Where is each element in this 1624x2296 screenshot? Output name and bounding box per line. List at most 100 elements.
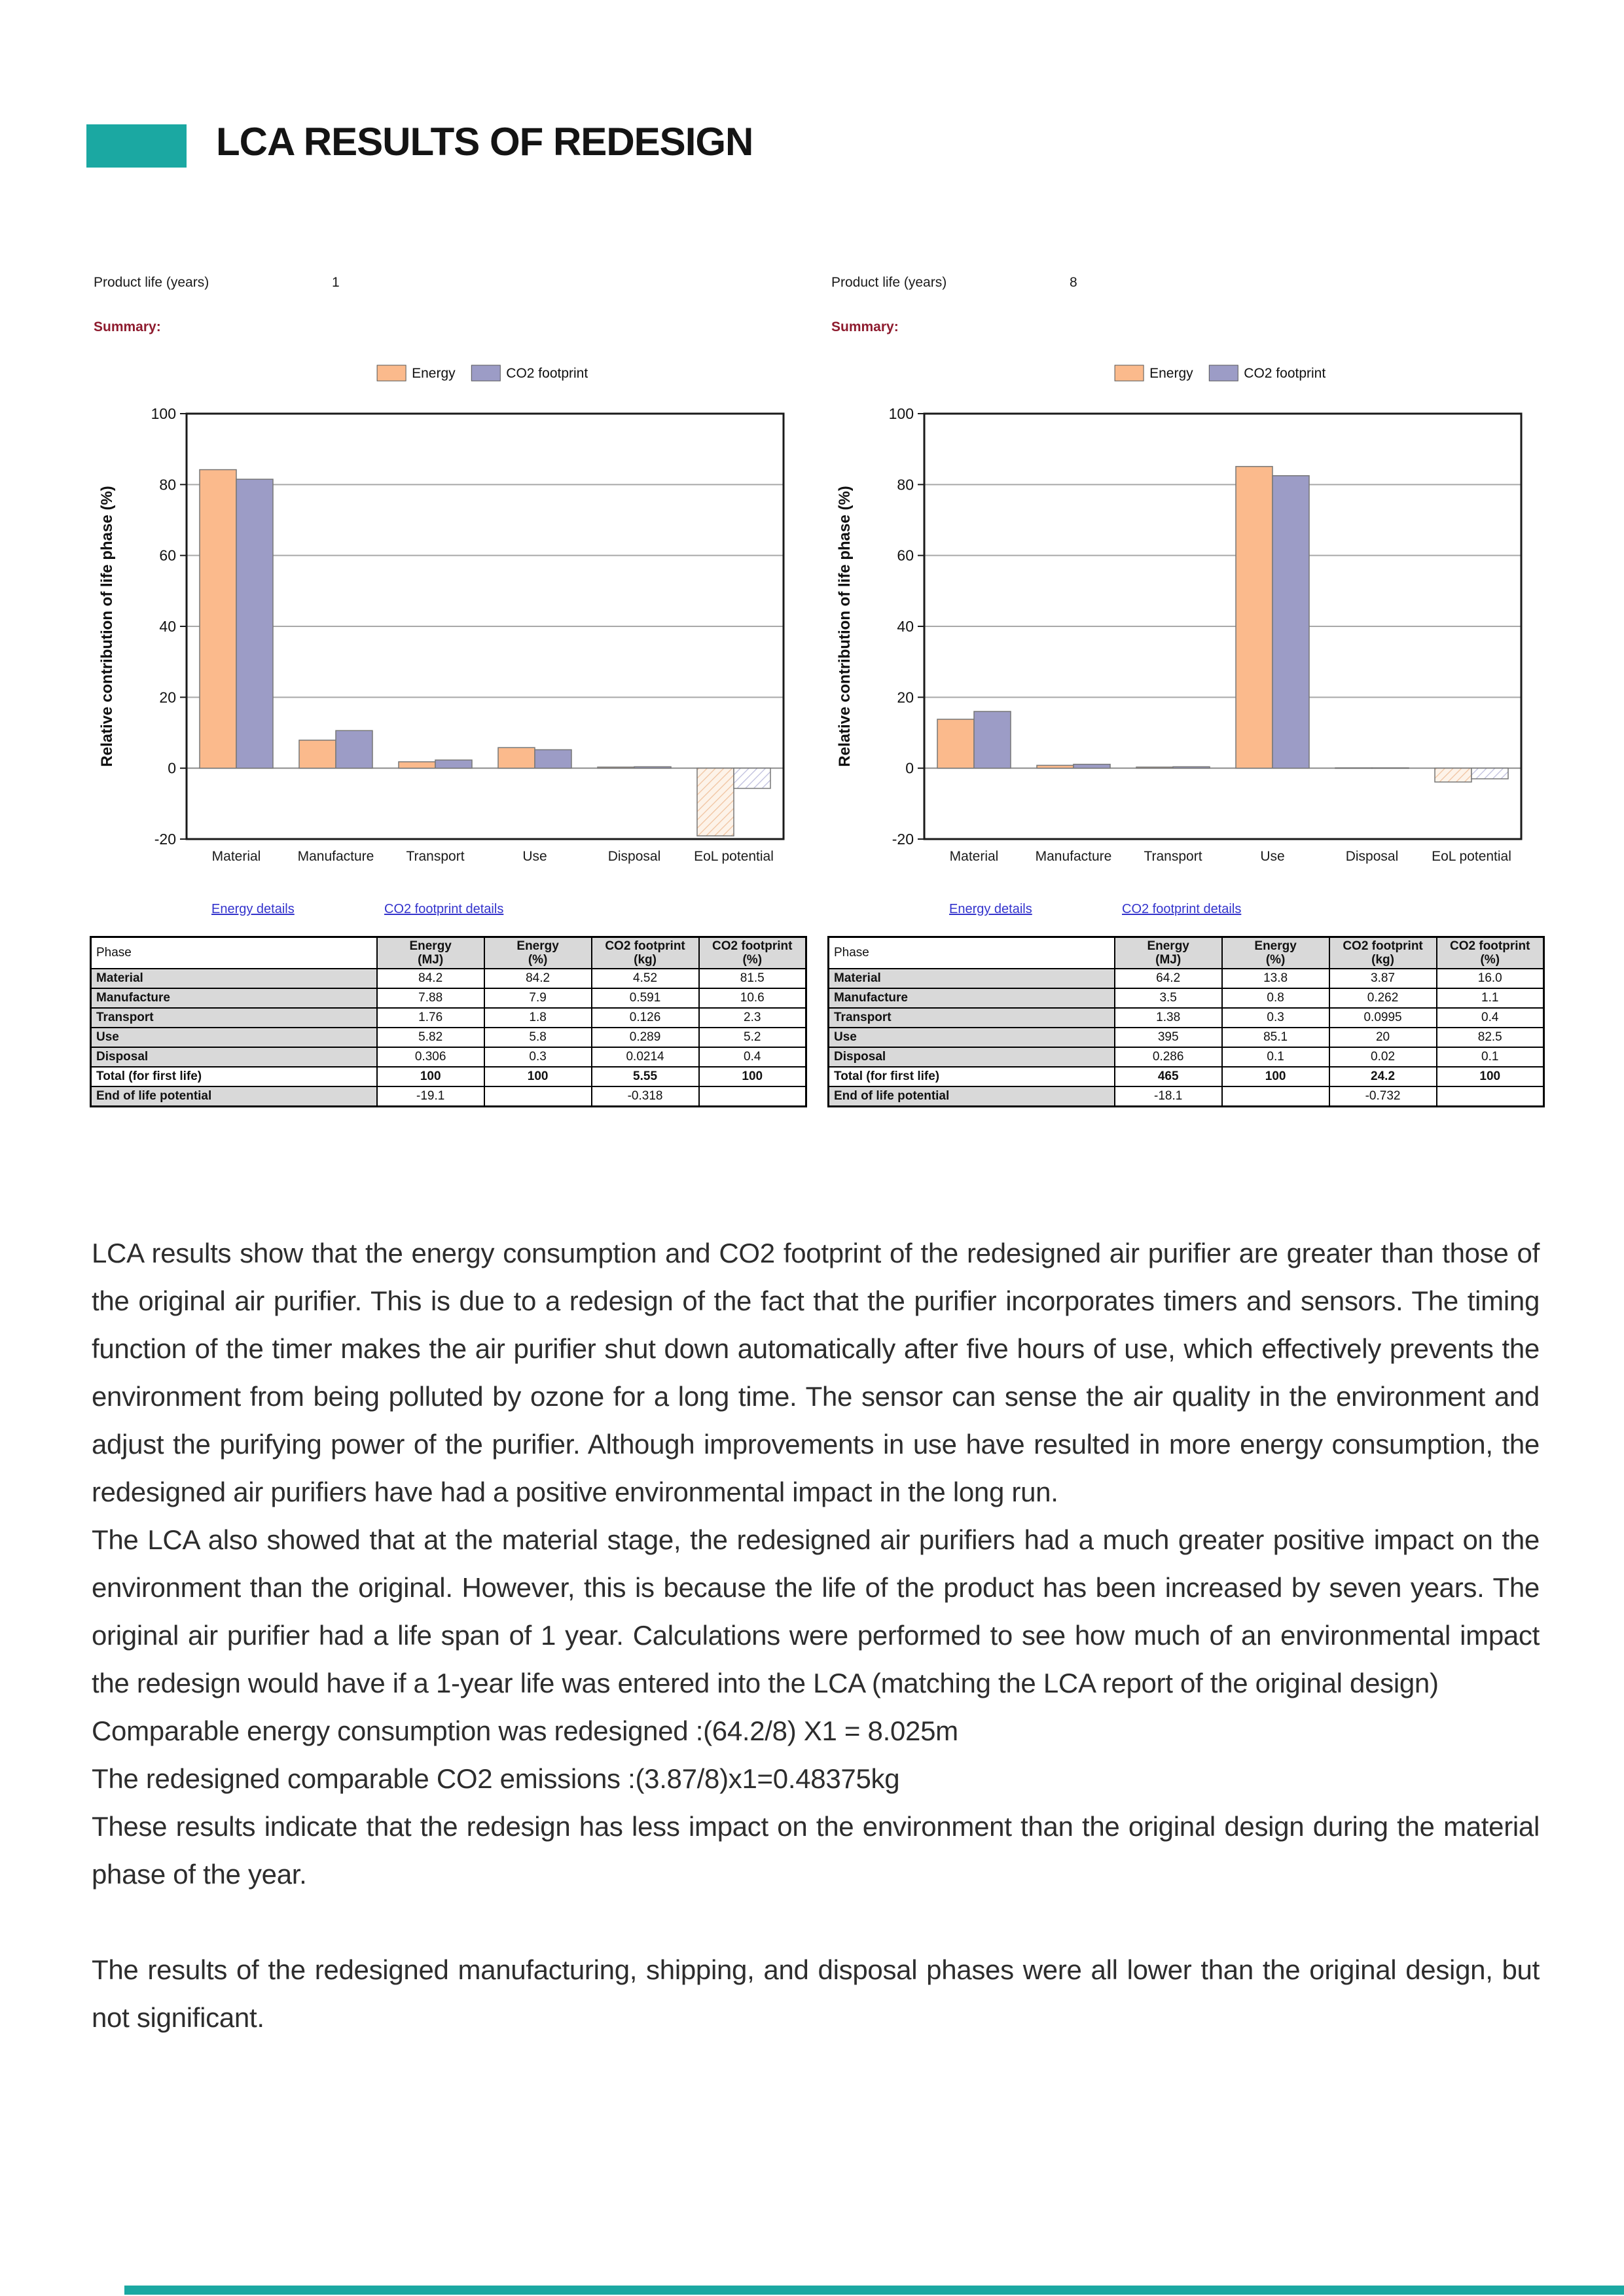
value-cell: 0.3	[483, 1047, 592, 1067]
phase-results-table: Phase Energy (MJ) Energy (%) CO2 footprint …	[90, 936, 807, 1107]
body-paragraph: These results indicate that the redesign…	[92, 1811, 1540, 1890]
bar-use-energy	[1235, 465, 1273, 769]
product-life-label: Product life (years)	[831, 275, 947, 290]
x-category-label: Material	[950, 849, 999, 864]
bar-transport-energy	[398, 761, 436, 769]
column-header: CO2 footprint (%)	[698, 936, 807, 969]
phase-results-table: Phase Energy (MJ) Energy (%) CO2 footprint …	[827, 936, 1545, 1107]
value-cell: 0.306	[376, 1047, 485, 1067]
y-tick-label: 0	[905, 760, 914, 777]
row-label: Transport	[90, 1007, 378, 1028]
y-tick-label: 0	[168, 760, 176, 777]
summary-label: Summary:	[94, 319, 161, 334]
bar-use-energy	[497, 747, 535, 769]
bar-eol-potential-co2	[733, 767, 771, 789]
phase-results-table-wrap: Phase Energy (MJ) Energy (%) CO2 footprint …	[90, 936, 807, 1107]
bar-eol-potential-energy	[1434, 767, 1472, 783]
svg-text:CO2 footprint: CO2 footprint	[506, 366, 588, 381]
body-paragraph: The redesigned comparable CO2 emissions …	[92, 1763, 900, 1794]
x-category-label: Use	[1260, 849, 1284, 864]
row-label: Total (for first life)	[90, 1066, 378, 1087]
legend-item-energy: Energy	[376, 365, 456, 382]
value-cell: 0.8	[1221, 988, 1330, 1009]
body-text: LCA results show that the energy consump…	[92, 1229, 1540, 2041]
value-cell	[1221, 1086, 1330, 1107]
value-cell: 7.9	[483, 988, 592, 1009]
x-category-label: Disposal	[608, 849, 661, 864]
value-cell: 3.87	[1328, 968, 1437, 989]
bar-material-co2	[236, 478, 274, 769]
column-header: Energy (%)	[483, 936, 592, 969]
details-links: Energy details CO2 footprint details	[826, 902, 1546, 922]
row-label: End of life potential	[90, 1086, 378, 1107]
value-cell: 84.2	[376, 968, 485, 989]
value-cell: 0.1	[1221, 1047, 1330, 1067]
value-cell: 100	[483, 1066, 592, 1087]
value-cell: 85.1	[1221, 1027, 1330, 1048]
column-header: CO2 footprint (%)	[1435, 936, 1545, 969]
row-label: Total (for first life)	[827, 1066, 1115, 1087]
value-cell: -0.732	[1328, 1086, 1437, 1107]
panel-redesign: Product life (years) 8 Summary: Energy CO…	[826, 270, 1546, 1153]
value-cell: 1.76	[376, 1007, 485, 1028]
bar-manufacture-co2	[1073, 763, 1111, 769]
x-category-label: Use	[522, 849, 547, 864]
value-cell: 10.6	[698, 988, 807, 1009]
paragraph-gap	[92, 1898, 1540, 1946]
value-cell: 3.5	[1113, 988, 1223, 1009]
row-label: Disposal	[827, 1047, 1115, 1067]
x-category-label: Disposal	[1346, 849, 1399, 864]
value-cell: 1.38	[1113, 1007, 1223, 1028]
x-category-label: Manufacture	[298, 849, 374, 864]
legend-item-energy: Energy	[1114, 365, 1193, 382]
value-cell: 1.1	[1435, 988, 1545, 1009]
bar-material-energy	[199, 469, 237, 769]
column-header: Phase	[827, 936, 1115, 969]
value-cell: 0.591	[590, 988, 700, 1009]
value-cell: 20	[1328, 1027, 1437, 1048]
y-tick-label: -20	[154, 831, 176, 848]
value-cell: 100	[698, 1066, 807, 1087]
energy-details-link[interactable]: Energy details	[211, 902, 295, 916]
bar-transport-co2	[435, 759, 473, 769]
bar-manufacture-energy	[298, 740, 336, 769]
y-tick-label: 20	[159, 689, 176, 706]
value-cell: 0.3	[1221, 1007, 1330, 1028]
value-cell	[483, 1086, 592, 1107]
bar-eol-potential-co2	[1471, 767, 1509, 780]
y-tick-label: 80	[159, 476, 176, 493]
value-cell: 4.52	[590, 968, 700, 989]
co2-footprint-details-link[interactable]: CO2 footprint details	[1122, 902, 1242, 916]
value-cell: 0.02	[1328, 1047, 1437, 1067]
footer-accent-bar	[124, 2286, 1624, 2295]
column-header: Energy (MJ)	[376, 936, 485, 969]
value-cell: 100	[376, 1066, 485, 1087]
bar-material-co2	[973, 711, 1011, 769]
bar-use-co2	[1272, 475, 1310, 769]
row-label: Transport	[827, 1007, 1115, 1028]
bar-eol-potential-energy	[696, 767, 734, 836]
column-header: CO2 footprint (kg)	[590, 936, 700, 969]
details-links: Energy details CO2 footprint details	[88, 902, 808, 922]
co2-footprint-details-link[interactable]: CO2 footprint details	[384, 902, 504, 916]
value-cell	[698, 1086, 807, 1107]
legend-item-co2-footprint: CO2 footprint	[471, 365, 588, 382]
value-cell	[1435, 1086, 1545, 1107]
value-cell: 24.2	[1328, 1066, 1437, 1087]
bar-use-co2	[534, 749, 572, 769]
y-tick-label: 100	[889, 405, 914, 422]
body-paragraph: Comparable energy consumption was redesi…	[92, 1715, 958, 1746]
energy-details-link[interactable]: Energy details	[949, 902, 1032, 916]
y-tick-label: 80	[897, 476, 914, 493]
row-label: Manufacture	[827, 988, 1115, 1009]
value-cell: 2.3	[698, 1007, 807, 1028]
y-tick-label: 100	[151, 405, 176, 422]
value-cell: -0.318	[590, 1086, 700, 1107]
bar-transport-co2	[1172, 766, 1210, 769]
bar-disposal-co2	[634, 766, 672, 769]
x-category-label: EoL potential	[1432, 849, 1511, 864]
value-cell: 395	[1113, 1027, 1223, 1048]
row-label: Use	[90, 1027, 378, 1048]
x-category-label: Material	[212, 849, 261, 864]
value-cell: 0.262	[1328, 988, 1437, 1009]
